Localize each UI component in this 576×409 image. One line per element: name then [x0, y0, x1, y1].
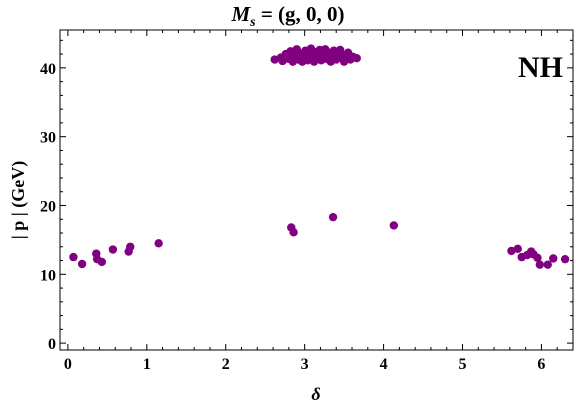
- data-point: [328, 212, 338, 222]
- data-point: [69, 252, 78, 262]
- x-tick-label: 2: [222, 356, 230, 373]
- data-point: [108, 245, 118, 254]
- y-tick-label: 0: [48, 336, 56, 353]
- title-main: M: [230, 2, 251, 26]
- data-point: [533, 253, 542, 262]
- data-point: [389, 221, 399, 230]
- data-point: [126, 242, 135, 251]
- y-tick-label: 20: [40, 198, 56, 215]
- y-tick-label: 40: [40, 61, 56, 78]
- x-tick-label: 5: [459, 356, 467, 373]
- data-point: [549, 254, 558, 263]
- y-axis-label: | p | (GeV): [8, 161, 29, 239]
- x-tick-label: 3: [301, 356, 309, 373]
- x-tick-label: 1: [143, 356, 151, 373]
- x-axis-label: δ: [311, 384, 320, 404]
- data-point: [352, 54, 361, 63]
- x-tick-label: 4: [380, 356, 388, 373]
- axis-ticks: 0 1 2 3 4 5 6 0 10 20 30 40: [40, 30, 573, 373]
- x-tick-label: 6: [537, 356, 545, 373]
- nh-annotation: NH: [518, 51, 563, 84]
- title-rest: = (g, 0, 0): [256, 2, 345, 26]
- data-point: [270, 55, 279, 64]
- data-point: [513, 244, 522, 254]
- data-point: [289, 228, 298, 237]
- data-point: [543, 260, 552, 269]
- data-point: [77, 259, 87, 269]
- data-point: [278, 56, 287, 66]
- y-tick-label: 30: [40, 130, 56, 147]
- chart-title: Ms = (g, 0, 0): [230, 2, 344, 30]
- data-point: [507, 246, 516, 256]
- data-point: [97, 257, 107, 267]
- data-point: [560, 254, 570, 264]
- data-points: [69, 44, 570, 269]
- data-point: [335, 45, 345, 55]
- data-point: [535, 260, 545, 269]
- title-subscript: s: [249, 15, 256, 30]
- data-point: [154, 239, 163, 248]
- plot-frame: [59, 29, 574, 351]
- y-tick-label: 10: [40, 267, 56, 284]
- x-tick-label: 0: [64, 356, 72, 373]
